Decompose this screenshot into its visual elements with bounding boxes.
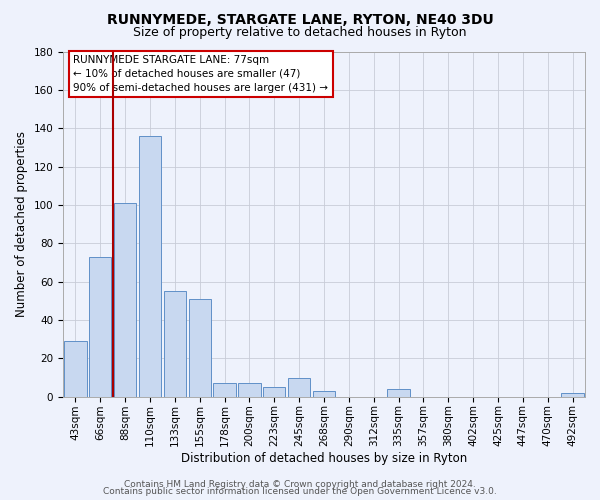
Bar [288,378,310,396]
Y-axis label: Number of detached properties: Number of detached properties [15,131,28,317]
Bar [263,387,286,396]
Text: RUNNYMEDE, STARGATE LANE, RYTON, NE40 3DU: RUNNYMEDE, STARGATE LANE, RYTON, NE40 3D… [107,12,493,26]
Text: RUNNYMEDE STARGATE LANE: 77sqm
← 10% of detached houses are smaller (47)
90% of : RUNNYMEDE STARGATE LANE: 77sqm ← 10% of … [73,55,328,93]
Bar [313,391,335,396]
Bar [188,299,211,396]
Bar [64,341,86,396]
Text: Contains HM Land Registry data © Crown copyright and database right 2024.: Contains HM Land Registry data © Crown c… [124,480,476,489]
Bar [139,136,161,396]
Text: Contains public sector information licensed under the Open Government Licence v3: Contains public sector information licen… [103,487,497,496]
Bar [164,291,186,397]
Bar [214,384,236,396]
Bar [238,384,260,396]
Bar [388,389,410,396]
Bar [114,203,136,396]
X-axis label: Distribution of detached houses by size in Ryton: Distribution of detached houses by size … [181,452,467,465]
Text: Size of property relative to detached houses in Ryton: Size of property relative to detached ho… [133,26,467,39]
Bar [89,256,112,396]
Bar [562,393,584,396]
